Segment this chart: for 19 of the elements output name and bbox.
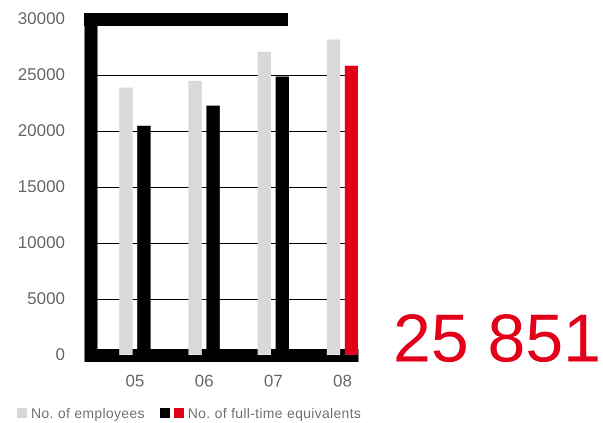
bar — [258, 52, 272, 355]
y-tick-label: 15000 — [18, 177, 65, 196]
x-tick-label: 05 — [125, 371, 144, 390]
y-tick-label: 30000 — [18, 8, 65, 28]
legend-label: No. of full-time equivalents — [188, 405, 362, 421]
y-tick-label: 5000 — [27, 289, 65, 308]
bar — [326, 39, 340, 355]
bar — [188, 80, 202, 355]
y-tick-label: 0 — [56, 345, 65, 364]
legend-label: No. of employees — [31, 405, 145, 421]
y-tick-label: 20000 — [18, 121, 65, 140]
y-tick-label: 10000 — [18, 233, 65, 252]
x-tick-label: 08 — [333, 371, 352, 390]
y-tick-label: 25000 — [18, 65, 65, 84]
text: 25 851 — [393, 300, 601, 376]
bar — [344, 66, 358, 355]
bar — [119, 88, 133, 355]
x-tick-label: 06 — [194, 371, 214, 390]
x-tick-label: 07 — [264, 371, 283, 390]
